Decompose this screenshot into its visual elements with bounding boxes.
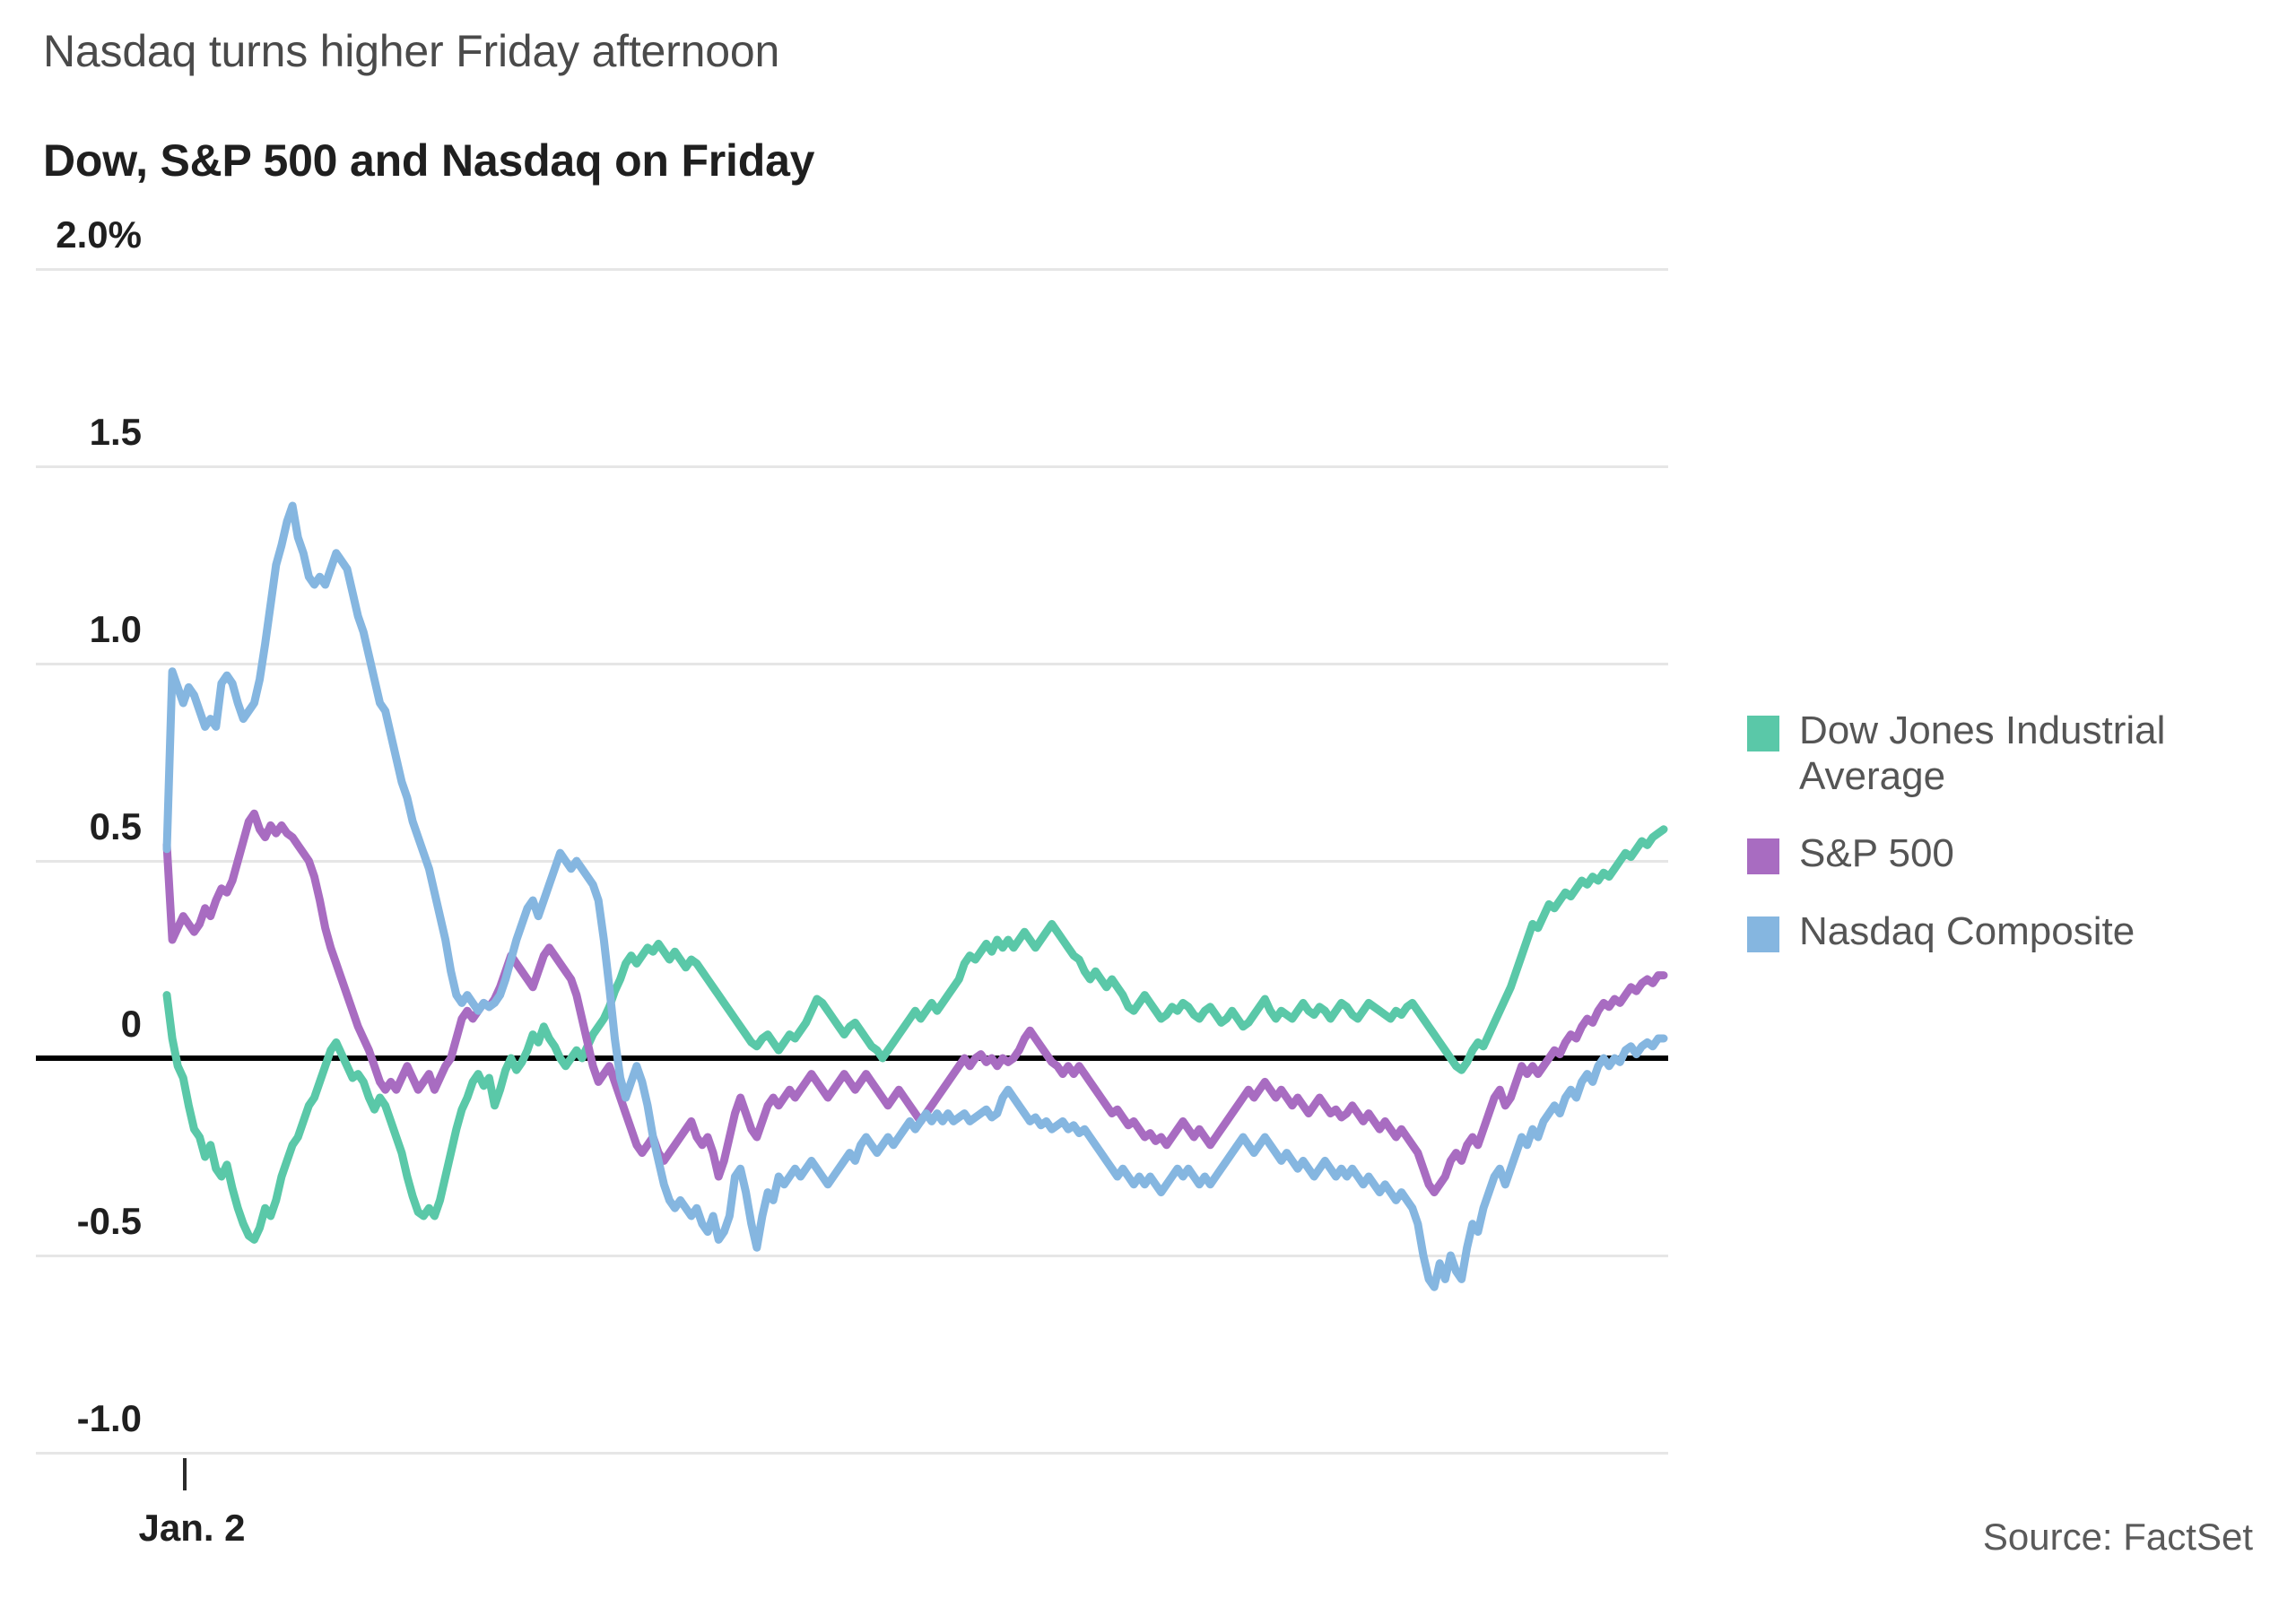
series-line <box>162 825 1668 1244</box>
y-axis-tick-label: -1.0 <box>76 1397 142 1439</box>
chart-kicker: Nasdaq turns higher Friday afternoon <box>43 26 780 76</box>
gridline <box>36 1452 1668 1455</box>
y-axis-tick-label: 1.5 <box>89 411 142 453</box>
y-axis-tick-label: 0.5 <box>89 805 142 847</box>
series-line <box>162 501 1668 1291</box>
legend-swatch-icon <box>1747 838 1779 875</box>
legend-item-sp500[interactable]: S&P 500 <box>1747 831 2249 877</box>
gridline <box>36 465 1668 468</box>
series-line <box>162 809 1668 1197</box>
legend-item-dow[interactable]: Dow Jones Industrial Average <box>1747 708 2249 799</box>
source-note: Source: FactSet <box>1982 1516 2253 1558</box>
x-axis-tick-label: Jan. 2 <box>138 1507 246 1549</box>
y-axis-tick-label: 0 <box>120 1003 142 1045</box>
y-axis-tick-label: -0.5 <box>76 1200 142 1242</box>
legend-item-label: S&P 500 <box>1799 831 1954 876</box>
gridline <box>36 1255 1668 1257</box>
legend-item-nasdaq[interactable]: Nasdaq Composite <box>1747 909 2249 955</box>
legend-item-label: Dow Jones Industrial Average <box>1799 708 2166 798</box>
gridline <box>36 663 1668 665</box>
zero-reference-line <box>36 1055 1668 1061</box>
y-axis-tick-label: 1.0 <box>89 608 142 650</box>
gridline <box>36 268 1668 271</box>
legend-item-label: Nasdaq Composite <box>1799 908 2135 953</box>
plot-region: 2.0% 1.5 1.0 0.5 0 -0.5 -1.0 <box>36 213 1668 1455</box>
gridline <box>36 860 1668 863</box>
legend-swatch-icon <box>1747 916 1779 952</box>
y-axis-tick-label: 2.0% <box>56 213 142 256</box>
x-axis-tick-mark <box>183 1458 187 1490</box>
chart-headline: Dow, S&P 500 and Nasdaq on Friday <box>43 135 815 186</box>
legend-swatch-icon <box>1747 716 1779 751</box>
series-lines <box>162 501 1668 1291</box>
chart-legend: Dow Jones Industrial Average S&P 500 Nasda… <box>1747 708 2249 986</box>
